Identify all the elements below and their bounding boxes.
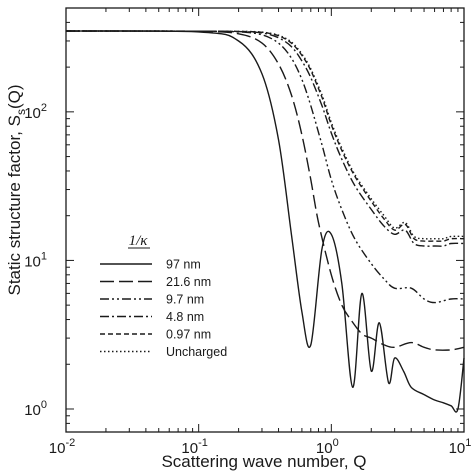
legend-label-3: 9.7 nm bbox=[166, 293, 204, 307]
y-tick-label: 100 bbox=[24, 399, 47, 419]
series-line-6 bbox=[65, 30, 465, 240]
tick-layer bbox=[65, 7, 464, 433]
series-layer bbox=[65, 30, 465, 413]
y-tick-label: 101 bbox=[24, 250, 47, 270]
x-axis-label: Scattering wave number, Q bbox=[161, 452, 366, 471]
plot-frame bbox=[65, 7, 465, 433]
legend: 1/κ 97 nm 21.6 nm 9.7 nm 4.8 nm 0.97 nm Uncha… bbox=[100, 233, 227, 359]
series-line-3 bbox=[65, 30, 465, 304]
legend-label-1: 97 nm bbox=[166, 258, 201, 272]
legend-label-4: 4.8 nm bbox=[166, 310, 204, 324]
legend-title: 1/κ bbox=[129, 233, 149, 249]
x-tick-label: 10-2 bbox=[49, 437, 75, 457]
series-line-4 bbox=[65, 30, 465, 247]
legend-label-2: 21.6 nm bbox=[166, 275, 211, 289]
legend-label-5: 0.97 nm bbox=[166, 328, 211, 342]
series-line-2 bbox=[65, 30, 465, 351]
series-line-1 bbox=[65, 30, 465, 413]
series-line-5 bbox=[65, 30, 465, 242]
y-axis-label: Static structure factor, Ss(Q) bbox=[5, 84, 28, 295]
legend-label-6: Uncharged bbox=[166, 345, 227, 359]
x-tick-label: 101 bbox=[449, 437, 472, 457]
